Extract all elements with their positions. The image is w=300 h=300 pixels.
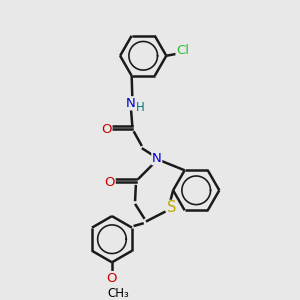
Text: O: O bbox=[104, 176, 115, 189]
Text: S: S bbox=[167, 200, 176, 215]
Text: N: N bbox=[126, 97, 136, 110]
Text: N: N bbox=[152, 152, 162, 165]
Text: O: O bbox=[107, 272, 117, 285]
Text: Cl: Cl bbox=[176, 44, 189, 57]
Text: H: H bbox=[136, 101, 145, 115]
Text: O: O bbox=[101, 123, 112, 136]
Text: CH₃: CH₃ bbox=[108, 287, 130, 300]
